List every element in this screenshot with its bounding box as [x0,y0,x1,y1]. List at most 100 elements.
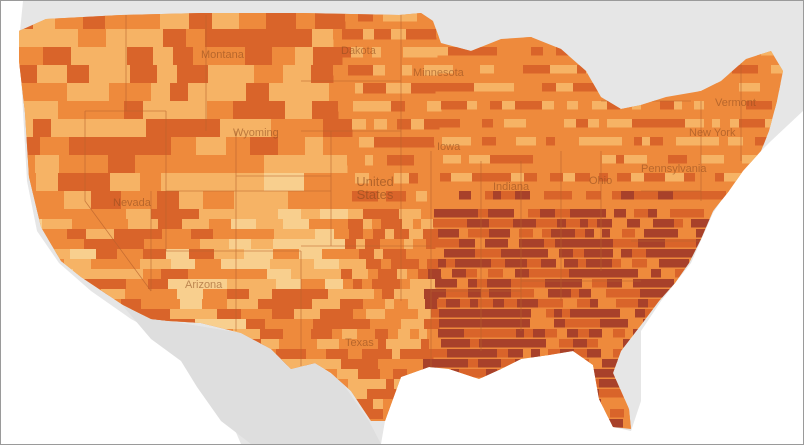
county-cell[interactable] [220,119,252,140]
county-cell[interactable] [171,137,197,158]
county-cell[interactable] [445,239,460,248]
county-cell[interactable] [438,329,450,338]
county-cell[interactable] [339,339,354,350]
county-cell[interactable] [283,173,305,194]
county-cell[interactable] [357,329,366,340]
county-cell[interactable] [612,191,622,200]
county-cell[interactable] [467,219,476,228]
county-cell[interactable] [565,319,575,328]
county-cell[interactable] [462,339,471,348]
county-cell[interactable] [353,101,369,112]
county-cell[interactable] [409,173,419,184]
county-cell[interactable] [366,309,375,320]
county-cell[interactable] [435,239,446,248]
county-cell[interactable] [564,155,577,164]
county-cell[interactable] [544,239,556,248]
county-cell[interactable] [634,209,649,218]
county-cell[interactable] [347,173,356,184]
county-cell[interactable] [546,137,556,146]
county-cell[interactable] [673,191,685,200]
county-cell[interactable] [385,309,395,320]
county-cell[interactable] [638,269,652,278]
county-cell[interactable] [502,101,516,110]
county-cell[interactable] [442,137,451,146]
county-cell[interactable] [504,137,517,146]
county-cell[interactable] [373,155,388,166]
county-cell[interactable] [501,359,516,368]
county-cell[interactable] [177,65,209,86]
county-cell[interactable] [342,329,358,340]
county-cell[interactable] [657,173,666,182]
county-cell[interactable] [342,47,352,58]
county-cell[interactable] [574,349,588,358]
county-cell[interactable] [644,173,658,182]
county-cell[interactable] [212,11,240,32]
county-cell[interactable] [146,119,173,140]
county-cell[interactable] [459,369,472,378]
county-cell[interactable] [603,137,615,146]
county-cell[interactable] [208,65,229,86]
county-cell[interactable] [228,65,255,86]
county-cell[interactable] [397,191,407,202]
county-cell[interactable] [536,219,546,228]
county-cell[interactable] [531,309,547,318]
county-cell[interactable] [459,229,469,238]
county-cell[interactable] [92,137,121,158]
county-cell[interactable] [592,209,607,218]
county-cell[interactable] [541,259,557,268]
county-cell[interactable] [489,229,503,238]
county-cell[interactable] [401,319,413,330]
county-cell[interactable] [445,209,458,218]
county-cell[interactable] [632,119,648,128]
county-cell[interactable] [354,299,364,310]
county-cell[interactable] [582,279,593,288]
county-cell[interactable] [359,249,375,260]
county-cell[interactable] [649,289,662,298]
county-cell[interactable] [652,101,661,110]
county-cell[interactable] [635,229,645,238]
county-cell[interactable] [355,289,365,300]
county-cell[interactable] [459,239,468,248]
county-cell[interactable] [606,209,615,218]
county-cell[interactable] [406,29,422,40]
county-cell[interactable] [400,279,411,290]
county-cell[interactable] [588,309,599,318]
county-cell[interactable] [622,279,634,288]
county-cell[interactable] [684,191,695,200]
county-cell[interactable] [368,269,379,280]
county-cell[interactable] [386,83,401,94]
county-cell[interactable] [688,239,697,248]
county-cell[interactable] [504,339,519,348]
county-cell[interactable] [634,137,643,146]
county-cell[interactable] [262,191,289,212]
county-cell[interactable] [446,289,461,298]
county-cell[interactable] [557,191,573,200]
county-cell[interactable] [348,209,364,220]
county-cell[interactable] [352,259,367,270]
county-cell[interactable] [398,329,411,340]
county-cell[interactable] [577,299,591,308]
county-cell[interactable] [508,239,520,248]
county-cell[interactable] [67,65,90,86]
county-cell[interactable] [108,47,128,68]
county-cell[interactable] [461,155,470,164]
county-cell[interactable] [278,137,306,158]
county-cell[interactable] [383,399,399,410]
county-cell[interactable] [361,379,375,390]
county-cell[interactable] [461,319,470,328]
county-cell[interactable] [665,239,674,248]
county-cell[interactable] [333,65,349,76]
county-cell[interactable] [687,155,702,164]
county-cell[interactable] [720,119,731,128]
county-cell[interactable] [409,289,425,300]
county-cell[interactable] [382,29,392,40]
county-cell[interactable] [515,269,530,278]
county-cell[interactable] [555,119,565,128]
county-cell[interactable] [385,65,394,76]
county-cell[interactable] [312,29,334,50]
county-cell[interactable] [520,289,535,298]
county-cell[interactable] [628,319,644,328]
county-cell[interactable] [551,299,564,308]
county-cell[interactable] [670,209,683,218]
